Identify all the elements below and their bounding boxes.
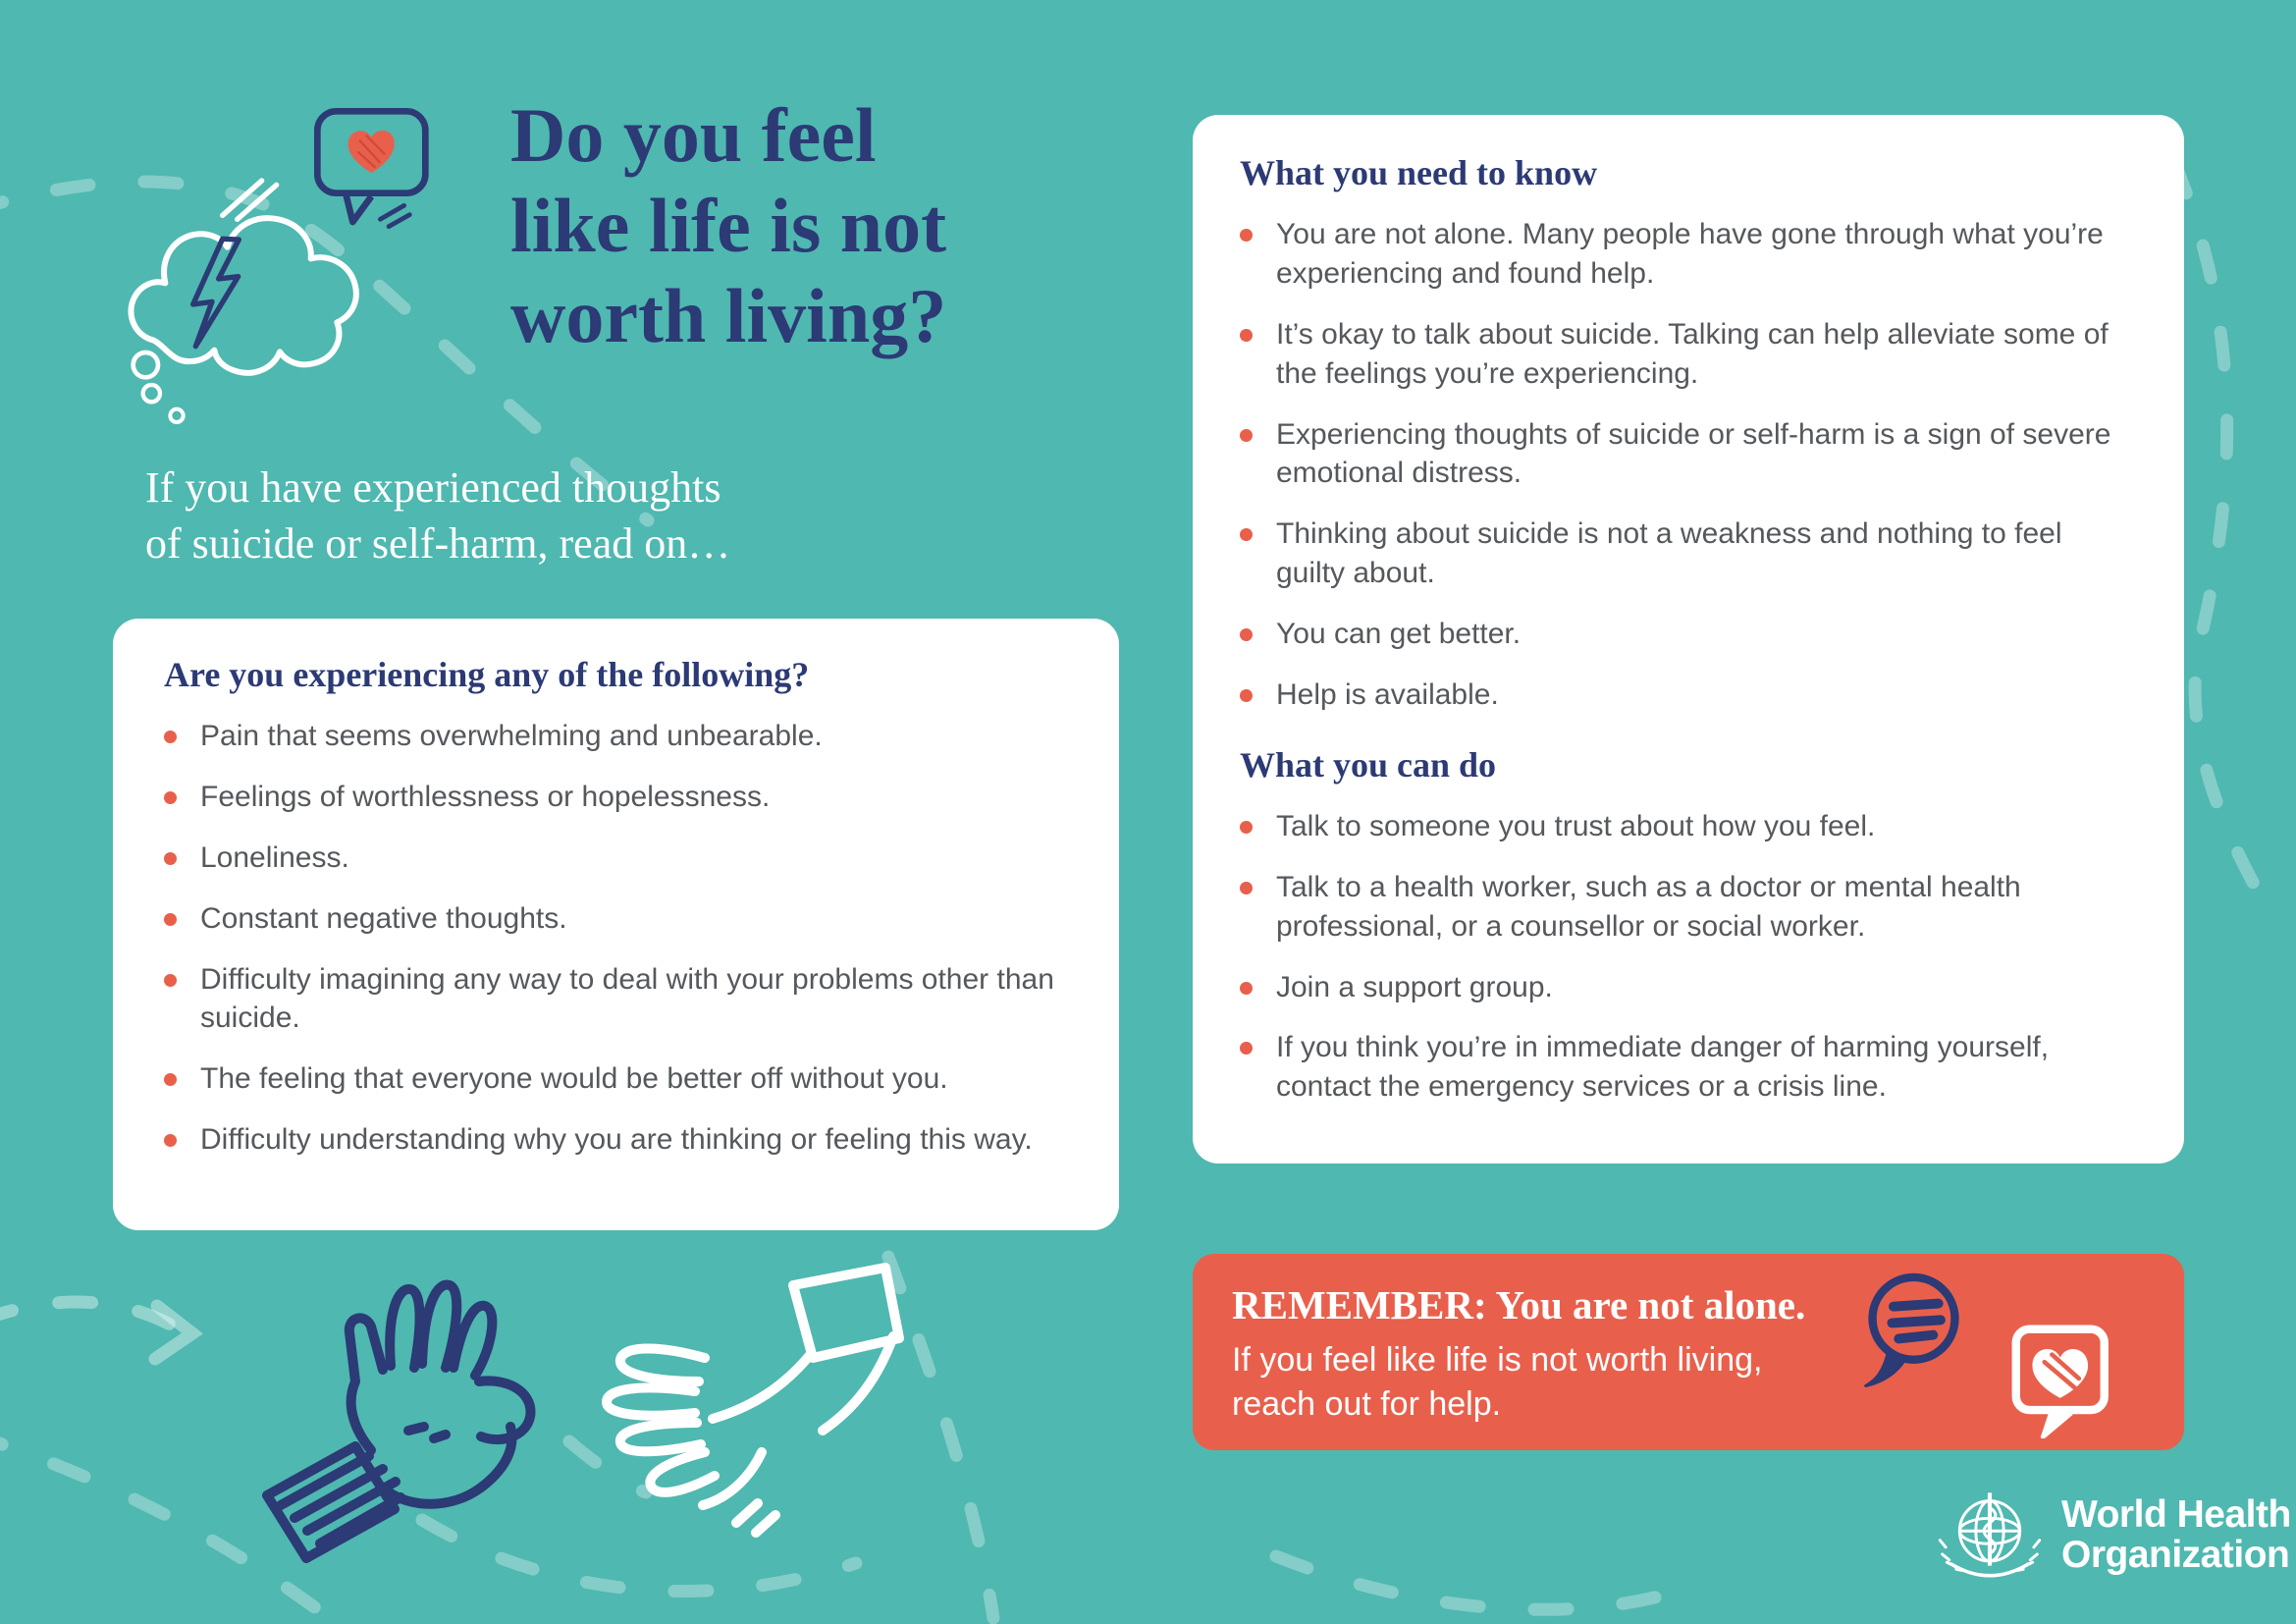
list-item: Help is available. — [1240, 676, 2137, 715]
bullet-dot-icon — [164, 912, 177, 926]
thought-cloud-icon — [128, 108, 429, 424]
title-line: like life is not — [510, 183, 947, 269]
heart-message-icon — [2011, 1325, 2109, 1438]
bullet-dot-icon — [1240, 1042, 1253, 1056]
bullet-dot-icon — [1240, 328, 1253, 342]
bullet-dot-icon — [1240, 428, 1253, 442]
symptoms-heading: Are you experiencing any of the followin… — [164, 655, 810, 694]
who-emblem-icon — [1938, 1492, 2042, 1578]
bullet-dot-icon — [1240, 528, 1253, 542]
list-item: Experiencing thoughts of suicide or self… — [1240, 415, 2137, 494]
remember-banner: REMEMBER: You are not alone. If you feel… — [1193, 1254, 2184, 1450]
list-item: Feelings of worthlessness or hopelessnes… — [164, 778, 1068, 817]
bullet-dot-icon — [164, 851, 177, 865]
bullet-dot-icon — [1240, 229, 1253, 242]
can-do-list: Talk to someone you trust about how you … — [1240, 807, 2137, 1107]
subtitle-line: If you have experienced thoughts — [145, 463, 721, 512]
list-item: Loneliness. — [164, 839, 1068, 878]
page-title: Do you feel like life is not worth livin… — [510, 90, 946, 361]
need-to-know-heading: What you need to know — [1240, 153, 1598, 192]
list-item: Join a support group. — [1240, 968, 2137, 1007]
list-item: Constant negative thoughts. — [164, 899, 1068, 939]
list-item: You are not alone. Many people have gone… — [1240, 215, 2137, 294]
can-do-heading: What you can do — [1240, 744, 1497, 785]
symptoms-list: Pain that seems overwhelming and unbeara… — [164, 717, 1068, 1160]
remember-line: reach out for help. — [1232, 1384, 1502, 1423]
who-logo: World Health Organization — [1932, 1478, 2291, 1594]
bullet-dot-icon — [164, 790, 177, 804]
list-item: Talk to a health worker, such as a docto… — [1240, 868, 2137, 947]
remember-title: REMEMBER: You are not alone. — [1232, 1282, 1806, 1327]
bullet-dot-icon — [164, 973, 177, 987]
subtitle: If you have experienced thoughts of suic… — [145, 460, 730, 571]
need-to-know-list: You are not alone. Many people have gone… — [1240, 215, 2137, 715]
subtitle-line: of suicide or self-harm, read on… — [145, 519, 731, 568]
list-item: Thinking about suicide is not a weakness… — [1240, 514, 2137, 593]
reaching-hands-illustration — [262, 1263, 904, 1563]
bullet-dot-icon — [164, 1134, 177, 1148]
list-item: Pain that seems overwhelming and unbeara… — [164, 717, 1068, 756]
bullet-dot-icon — [1240, 628, 1253, 642]
list-item: Difficulty understanding why you are thi… — [164, 1120, 1068, 1160]
list-item: Talk to someone you trust about how you … — [1240, 807, 2137, 846]
bullet-dot-icon — [1240, 820, 1253, 834]
list-item: If you think you’re in immediate danger … — [1240, 1028, 2137, 1107]
advice-card: What you need to know You are not alone.… — [1193, 115, 2184, 1164]
list-item: The feeling that everyone would be bette… — [164, 1059, 1068, 1099]
bullet-dot-icon — [164, 731, 177, 743]
list-item: You can get better. — [1240, 615, 2137, 654]
list-item: Difficulty imagining any way to deal wit… — [164, 960, 1068, 1039]
remember-line: If you feel like life is not worth livin… — [1232, 1341, 1763, 1379]
who-logo-text: World Health Organization — [2061, 1493, 2291, 1576]
list-item: It’s okay to talk about suicide. Talking… — [1240, 315, 2137, 394]
speech-bubble-heart-icon — [314, 108, 429, 229]
bullet-dot-icon — [1240, 689, 1253, 703]
chat-bubble-icon — [1864, 1272, 1959, 1387]
symptoms-card: Are you experiencing any of the followin… — [113, 619, 1119, 1230]
bullet-dot-icon — [1240, 981, 1253, 995]
bullet-dot-icon — [1240, 881, 1253, 894]
title-line: Do you feel — [510, 92, 877, 178]
title-line: worth living? — [510, 273, 947, 359]
bullet-dot-icon — [164, 1073, 177, 1087]
